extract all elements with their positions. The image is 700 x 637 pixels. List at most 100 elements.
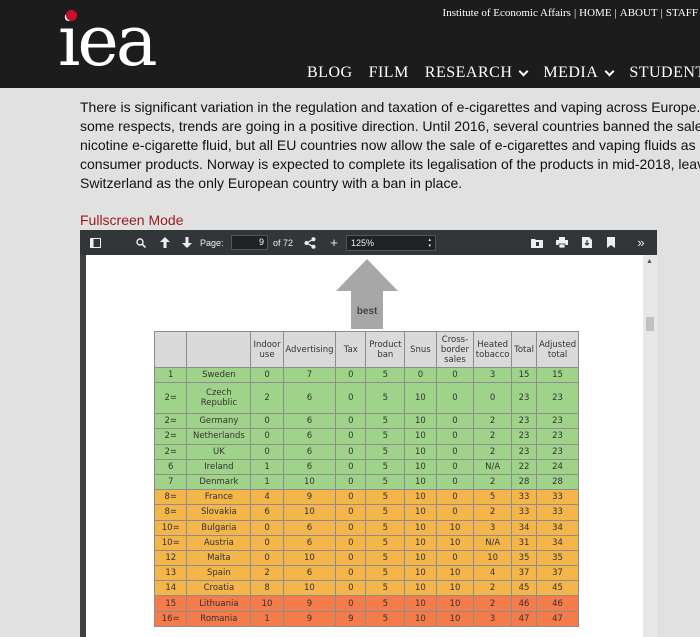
table-cell: 10: [404, 595, 437, 612]
main-nav: BLOG FILM RESEARCH MEDIA STUDENTS: [307, 64, 700, 82]
table-cell: 10: [404, 382, 437, 415]
nav-media[interactable]: MEDIA: [543, 64, 615, 82]
table-cell: 2=: [153, 413, 188, 430]
top-link-staff[interactable]: STAFF: [665, 7, 698, 19]
pdf-toolbar: Page: 9 of 72 + 125% »: [80, 230, 657, 255]
table-cell: 0: [335, 428, 367, 445]
country-cell: Germany: [186, 413, 252, 430]
page-label: Page:: [200, 237, 224, 248]
paragraph-line: Switzerland as the only European country…: [80, 175, 463, 191]
page-total: of 72: [272, 237, 294, 248]
table-cell: 8=: [153, 504, 188, 521]
country-cell: Denmark: [186, 473, 252, 491]
table-cell: 23: [536, 382, 579, 415]
pdf-page: best Indoor use Advertising Tax Product …: [86, 255, 649, 637]
bookmark-icon[interactable]: [604, 230, 618, 255]
page-number-input[interactable]: 9: [231, 235, 268, 250]
search-icon[interactable]: [133, 230, 149, 255]
paragraph-line: nicotine e-cigarette fluid, but all EU c…: [80, 137, 696, 153]
country-cell: Malta: [186, 549, 252, 567]
double-chevron-right-icon[interactable]: »: [637, 235, 645, 250]
table-cell: 6: [282, 534, 337, 551]
table-row: 10= Austria 0 6 0 5 10 10 N/A 31 34: [153, 534, 579, 551]
table-cell: 10: [282, 580, 337, 597]
table-cell: 10: [282, 549, 337, 567]
table-cell: 6: [282, 443, 337, 460]
paragraph-line: There is significant variation in the re…: [80, 99, 700, 115]
table-cell: 10: [404, 504, 437, 521]
nav-film[interactable]: FILM: [369, 64, 409, 82]
sidebar-toggle-icon[interactable]: [86, 230, 104, 255]
column-header: Product ban: [365, 331, 406, 368]
table-cell: 2: [473, 504, 512, 521]
table-cell: 2: [473, 580, 512, 597]
plus-icon[interactable]: +: [330, 235, 338, 250]
table-cell: 0: [250, 534, 284, 551]
table-cell: 23: [536, 428, 579, 445]
table-cell: 9: [282, 595, 337, 612]
arrow-down-icon[interactable]: [180, 230, 194, 255]
table-cell: 37: [510, 565, 538, 582]
table-cell: 6: [282, 458, 337, 475]
table-cell: 9: [282, 489, 337, 506]
table-cell: 0: [435, 504, 475, 521]
scrollbar[interactable]: ▲: [643, 255, 657, 637]
table-cell: 10: [435, 565, 475, 582]
print-icon[interactable]: [554, 230, 570, 255]
column-header: [153, 331, 188, 368]
table-cell: 6: [282, 428, 337, 445]
table-cell: 5: [365, 413, 406, 430]
table-cell: 0: [335, 504, 367, 521]
table-header-row: Indoor use Advertising Tax Product ban S…: [153, 331, 579, 368]
table-cell: 10: [404, 519, 437, 536]
table-cell: 5: [365, 489, 406, 506]
table-row: 14 Croatia 8 10 0 5 10 10 2 45 45: [153, 580, 579, 597]
download-icon[interactable]: [579, 230, 595, 255]
table-cell: 23: [536, 413, 579, 430]
share-icon[interactable]: [302, 230, 318, 255]
country-cell: Bulgaria: [186, 519, 252, 536]
table-cell: 0: [250, 549, 284, 567]
top-link-iea[interactable]: Institute of Economic Affairs: [442, 7, 571, 19]
arrow-up-icon[interactable]: [158, 230, 172, 255]
scrollbar-thumb[interactable]: [646, 317, 654, 331]
table-cell: 10: [435, 580, 475, 597]
table-cell: 5: [365, 504, 406, 521]
table-cell: 6: [153, 458, 188, 475]
paragraph-line: consumer products. Norway is expected to…: [80, 156, 700, 172]
fullscreen-mode-link[interactable]: Fullscreen Mode: [80, 212, 184, 228]
table-cell: 0: [335, 580, 367, 597]
arrow-label: best: [356, 306, 378, 317]
table-row: 2= Czech Republic 2 6 0 5 10 0 0 23 23: [153, 382, 579, 415]
table-cell: 2: [473, 428, 512, 445]
divider: |: [573, 7, 577, 19]
table-cell: 0: [250, 413, 284, 430]
column-header: [186, 331, 252, 368]
top-link-home[interactable]: HOME: [579, 7, 612, 19]
divider: |: [660, 7, 663, 19]
table-cell: 14: [153, 580, 188, 597]
table-row: 1 Sweden 0 7 0 5 0 0 3 15 15: [153, 366, 579, 384]
table-cell: 0: [335, 549, 367, 567]
zoom-select[interactable]: 125%: [346, 235, 436, 251]
table-cell: 0: [335, 443, 367, 460]
table-cell: 5: [473, 489, 512, 506]
iea-logo[interactable]: iea: [58, 6, 178, 80]
divider: |: [614, 7, 617, 19]
table-cell: N/A: [473, 534, 512, 551]
table-cell: 10=: [153, 519, 188, 536]
table-cell: 10: [473, 549, 512, 567]
nav-blog[interactable]: BLOG: [307, 64, 353, 82]
table-cell: 1: [250, 458, 284, 475]
table-cell: 23: [510, 443, 538, 460]
nav-research[interactable]: RESEARCH: [425, 64, 529, 82]
scroll-up-icon[interactable]: ▲: [646, 258, 653, 265]
column-header: Total: [510, 331, 538, 368]
table-cell: 0: [335, 473, 367, 491]
table-cell: 10: [435, 519, 475, 536]
table-cell: 33: [536, 489, 579, 506]
nav-students[interactable]: STUDENTS: [629, 64, 700, 82]
top-link-about[interactable]: ABOUT: [619, 7, 658, 19]
open-file-icon[interactable]: [529, 230, 545, 255]
table-cell: 10: [435, 595, 475, 612]
